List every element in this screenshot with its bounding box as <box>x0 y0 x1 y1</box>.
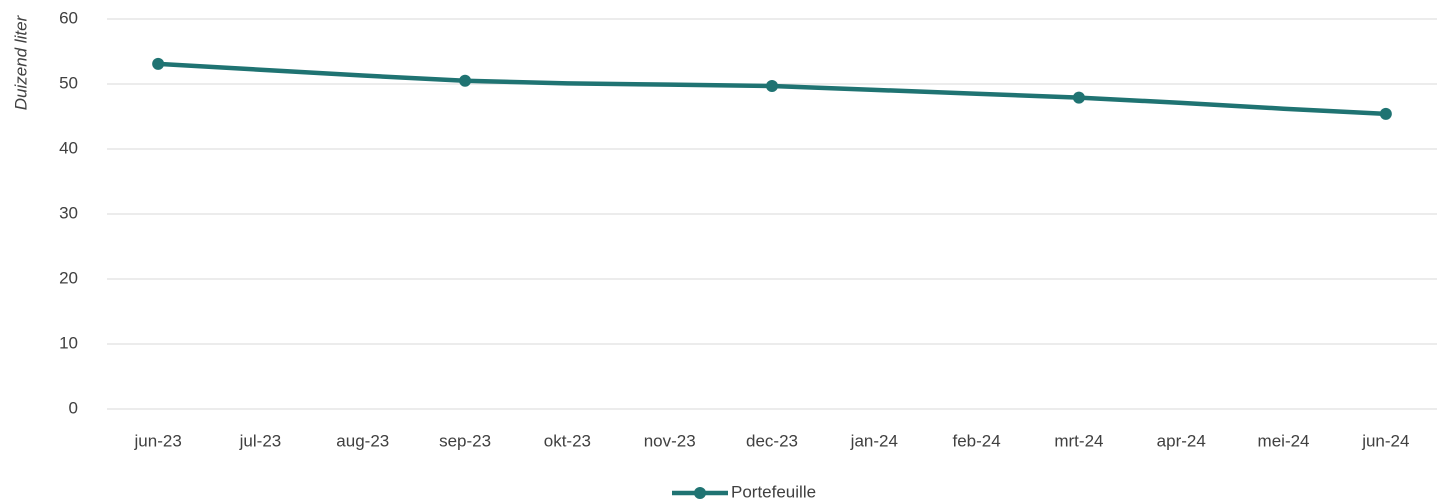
point <box>152 57 165 70</box>
y-axis-label: Duizend liter <box>11 14 30 110</box>
x-tick-label: okt-23 <box>544 431 591 450</box>
x-tick-label: jun-23 <box>134 431 182 450</box>
x-tick-label: mei-24 <box>1258 431 1310 450</box>
x-tick-label: apr-24 <box>1157 431 1206 450</box>
point <box>766 79 778 92</box>
x-tick-label: jan-24 <box>850 431 898 450</box>
y-tick-label: 20 <box>59 268 78 287</box>
y-tick-label: 50 <box>59 73 78 92</box>
x-tick-label: sep-23 <box>439 431 491 450</box>
x-tick-label: jul-23 <box>239 431 282 450</box>
point <box>1379 107 1392 120</box>
x-tick-label: aug-23 <box>336 431 389 450</box>
x-tick-label: nov-23 <box>644 431 696 450</box>
y-tick-label: 40 <box>59 138 78 157</box>
y-tick-label: 10 <box>59 333 78 352</box>
x-tick-label: mrt-24 <box>1054 431 1103 450</box>
x-tick-label: dec-23 <box>746 431 798 450</box>
y-tick-label: 30 <box>59 203 78 222</box>
legend-label: Portefeuille <box>731 482 816 501</box>
y-tick-label: 0 <box>69 398 78 417</box>
point <box>1072 91 1085 104</box>
y-tick-label: 60 <box>59 8 78 27</box>
legend-marker <box>694 487 706 499</box>
x-tick-label: feb-24 <box>953 431 1001 450</box>
point <box>459 74 472 87</box>
x-tick-label: jun-24 <box>1361 431 1409 450</box>
